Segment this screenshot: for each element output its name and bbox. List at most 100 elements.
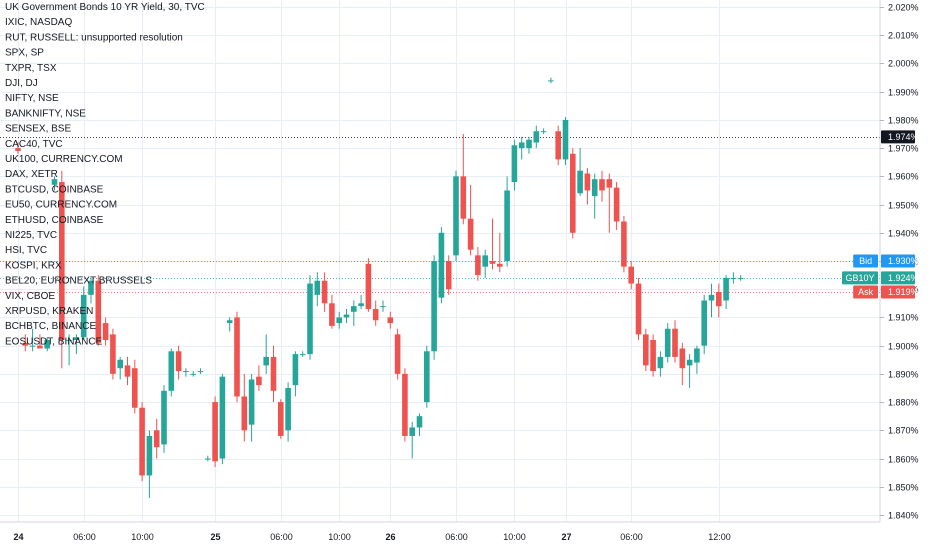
candle-body[interactable] [504,190,510,261]
candle-body[interactable] [431,261,437,352]
candle-body[interactable] [540,131,547,133]
candle-body[interactable] [548,80,554,82]
candle-body[interactable] [117,359,123,369]
candle-body[interactable] [467,218,474,250]
candle-body[interactable] [716,292,722,307]
candle-body[interactable] [351,306,357,312]
candle-body[interactable] [416,416,423,428]
candle-body[interactable] [613,187,620,222]
candle-body[interactable] [190,373,196,375]
candle-body[interactable] [708,294,715,301]
candle-body[interactable] [679,348,686,369]
candle-body[interactable] [95,280,102,343]
candle-body[interactable] [132,368,138,408]
candle-body[interactable] [110,334,116,374]
candle-body[interactable] [226,320,233,324]
candle-body[interactable] [365,263,372,309]
candle-body[interactable] [409,427,415,436]
candle-body[interactable] [183,371,189,373]
candle-body[interactable] [372,308,379,321]
candle-body[interactable] [424,351,430,403]
candle-body[interactable] [518,142,525,149]
candle-body[interactable] [234,317,240,397]
candle-body[interactable] [29,345,36,347]
candle-body[interactable] [139,407,145,476]
candle-body[interactable] [475,255,481,276]
candle-body[interactable] [146,435,153,476]
candle-body[interactable] [88,280,94,295]
candle-body[interactable] [497,263,503,267]
candle-body[interactable] [343,314,350,318]
candle-body[interactable] [438,232,445,298]
candle-body[interactable] [606,179,613,188]
candle-body[interactable] [380,306,386,308]
candle-body[interactable] [599,179,605,191]
candle-body[interactable] [175,351,182,372]
candle-body[interactable] [643,334,649,366]
candle-body[interactable] [197,371,204,373]
candle-body[interactable] [59,181,65,341]
candle-body[interactable] [124,365,131,377]
candle-body[interactable] [445,261,452,290]
candle-body[interactable] [489,261,496,264]
candle-body[interactable] [44,340,50,349]
candle-body[interactable] [657,356,664,369]
candle-body[interactable] [37,345,43,349]
candle-body[interactable] [511,145,518,182]
candle-body[interactable] [621,221,627,267]
candle-body[interactable] [394,334,401,374]
candle-body[interactable] [66,340,72,342]
candle-body[interactable] [533,131,540,143]
candle-body[interactable] [278,402,284,436]
candle-body[interactable] [314,280,321,295]
candle-body[interactable] [219,376,226,459]
candle-body[interactable] [241,396,248,431]
candle-body[interactable] [402,373,408,436]
candle-body[interactable] [730,277,737,279]
candle-body[interactable] [168,351,175,391]
candle-body[interactable] [584,173,591,191]
candle-body[interactable] [161,390,167,445]
candle-body[interactable] [329,303,335,326]
candle-body[interactable] [526,139,532,149]
candle-body[interactable] [701,300,707,346]
candle-body[interactable] [635,283,642,335]
candle-body[interactable] [263,356,269,366]
candle-body[interactable] [153,430,160,448]
candle-body[interactable] [292,354,299,386]
candle-body[interactable] [387,317,394,324]
candle-body[interactable] [285,387,291,431]
candlestick-series[interactable] [15,77,744,499]
candle-body[interactable] [256,376,262,386]
candle-body[interactable] [358,303,364,307]
candle-body[interactable] [650,340,656,372]
candle-body[interactable] [248,379,255,425]
candle-body[interactable] [22,342,29,346]
candle-body[interactable] [299,354,306,356]
candle-body[interactable] [51,179,58,185]
candle-body[interactable] [737,277,744,279]
candle-body[interactable] [628,266,634,284]
candle-body[interactable] [205,458,211,460]
candle-body[interactable] [570,153,576,233]
candle-body[interactable] [562,119,569,160]
candle-body[interactable] [212,402,218,462]
candle-body[interactable] [270,356,277,391]
candle-body[interactable] [336,317,342,324]
price-axis[interactable]: 2.020% 2.010% 2.000% 1.990% 1.980% 1.970% 1.96… [879,0,932,522]
time-axis[interactable]: 24 06:00 10:00 25 06:00 10:00 26 06:00 10:00 27 06… [0,521,880,550]
candle-body[interactable] [321,280,328,304]
candle-body[interactable] [664,328,671,357]
candle-body[interactable] [307,283,313,355]
candle-body[interactable] [577,170,583,194]
candle-body[interactable] [672,328,678,357]
candle-body[interactable] [723,277,729,301]
candle-body[interactable] [686,359,693,366]
candle-body[interactable] [102,323,109,341]
candle-body[interactable] [460,176,467,219]
candle-body[interactable] [15,148,21,151]
candle-body[interactable] [453,176,459,256]
candle-body[interactable] [555,131,561,160]
candle-body[interactable] [80,294,87,338]
